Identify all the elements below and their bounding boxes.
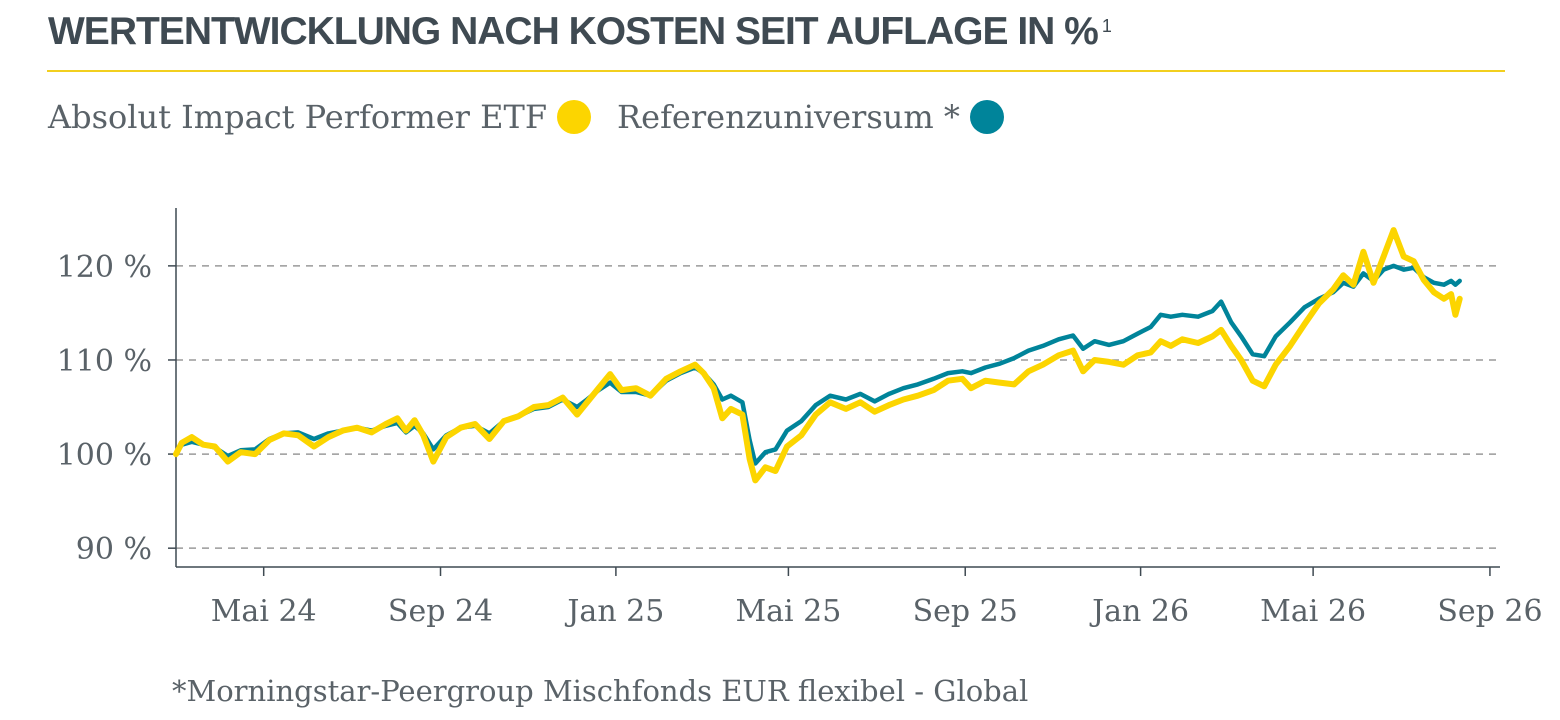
x-tick-label-2: Jan 25: [564, 594, 664, 629]
legend-item-reference: Referenzuniversum *: [617, 98, 1004, 136]
x-tick-label-1: Sep 24: [388, 594, 493, 629]
legend: Absolut Impact Performer ETF Referenzuni…: [48, 98, 1004, 136]
footnote: *Morningstar-Peergroup Mischfonds EUR fl…: [172, 674, 1029, 708]
footnote-marker: 1: [1101, 16, 1112, 36]
x-tick-label-0: Mai 24: [211, 594, 317, 629]
legend-item-etf: Absolut Impact Performer ETF: [48, 98, 592, 136]
legend-dot-etf: [557, 100, 592, 134]
title-divider: [47, 70, 1505, 72]
x-tick-label-4: Sep 25: [913, 594, 1018, 629]
x-tick-label-6: Mai 26: [1260, 594, 1366, 629]
chart-title-text: WERTENTWICKLUNG NACH KOSTEN SEIT AUFLAGE…: [48, 10, 1099, 53]
y-tick-label-90: 90 %: [76, 532, 152, 567]
legend-dot-reference: [969, 100, 1004, 134]
series-line-etf: [173, 227, 1463, 484]
chart-title: WERTENTWICKLUNG NACH KOSTEN SEIT AUFLAGE…: [48, 10, 1112, 54]
y-tick-label-100: 100 %: [57, 438, 152, 473]
legend-label-etf: Absolut Impact Performer ETF: [48, 98, 548, 136]
x-tick-label-3: Mai 25: [735, 594, 841, 629]
x-tick-label-5: Jan 26: [1089, 594, 1189, 629]
y-tick-label-120: 120 %: [57, 250, 152, 285]
legend-label-reference: Referenzuniversum *: [617, 98, 960, 136]
x-tick-label-7: Sep 26: [1437, 594, 1542, 629]
y-tick-label-110: 110 %: [57, 344, 152, 379]
